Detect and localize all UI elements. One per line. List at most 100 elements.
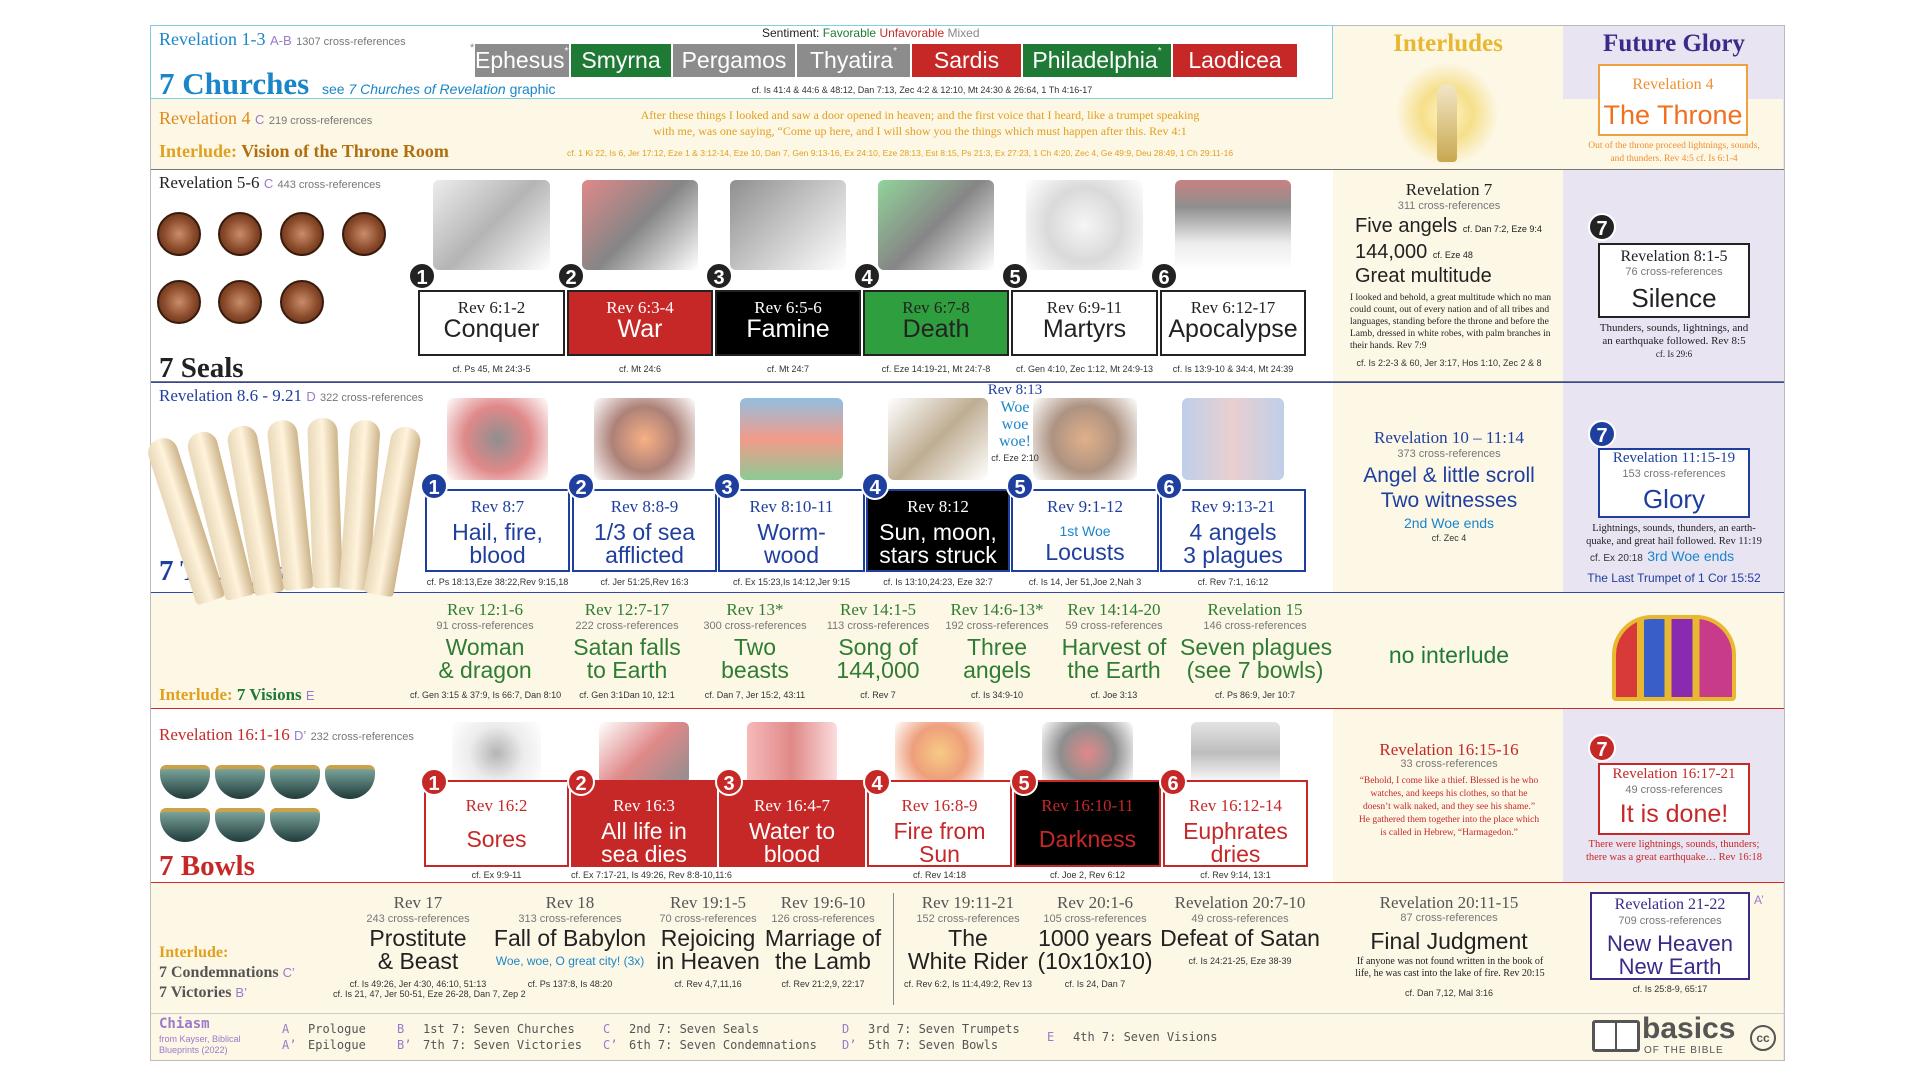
chiasm-entry-c-0: C 2nd 7: Seven Seals <box>603 1022 759 1036</box>
church-chip-pergamos[interactable]: Pergamos <box>673 44 795 77</box>
chiasm-value: 4th 7: Seven Visions <box>1073 1030 1218 1044</box>
trumpet-cf: cf. Is 13:10,24:23, Eze 32:7 <box>883 577 993 587</box>
seal-number-2: 2 <box>557 262 585 290</box>
condemn-cf: cf. Rev 21:2,9, 22:17 <box>781 979 865 989</box>
trumpet-title-line2: blood <box>469 542 526 568</box>
church-chip-philadelphia[interactable]: Philadelphia* <box>1023 44 1171 77</box>
condemn-ref: Rev 18 <box>545 893 595 912</box>
churches-see: see 7 Churches of Revelation graphic <box>322 81 556 97</box>
done-number: 7 <box>1588 734 1616 762</box>
trumpet-illustration-4 <box>888 398 988 480</box>
glory-number: 7 <box>1588 420 1616 448</box>
throne-room-cf: cf. 1 Ki 22, Is 6, Jer 17:12, Eze 1 & 3:… <box>566 148 1234 158</box>
trumpet-title-line1: Hail, fire, <box>452 519 543 545</box>
cc-license-icon: cc <box>1750 1025 1776 1051</box>
judgment-cf: cf. Dan 7,12, Mal 3:16 <box>1404 988 1494 998</box>
silence-number: 7 <box>1588 213 1616 241</box>
trumpet-cf: cf. Rev 7:1, 16:12 <box>1197 577 1269 587</box>
throne-room-ref: Revelation 4 C 219 cross-references <box>159 108 373 128</box>
condemn-ref: Revelation 20:7-10 <box>1174 893 1306 912</box>
seal-card-1: Rev 6:1-2 Conquer <box>418 290 565 356</box>
churches-link[interactable]: 7 Churches of Revelation <box>348 81 506 97</box>
vision-item-3: Rev 13* 300 cross-references Two beasts cf. … <box>680 600 830 700</box>
bowl-title-line2: sea dies <box>601 841 687 867</box>
church-name: Thyatira <box>810 47 894 73</box>
chiasm-value: 3rd 7: Seven Trumpets <box>868 1022 1020 1036</box>
judgment-quote: If anyone was not found written in the b… <box>1355 956 1545 979</box>
silence-card <box>1598 243 1750 318</box>
trumpet-illustration-1 <box>447 398 548 480</box>
condemn-cf: cf. Ps 137:8, Is 48:20 <box>527 979 613 989</box>
rev10-witnesses: Two witnesses <box>1380 489 1518 512</box>
vision-ref: Rev 14:14-20 <box>1067 600 1161 619</box>
bowl-title-line2: Sun <box>919 841 960 867</box>
condemn-label: Interlude: 7 Condemnations C’ 7 Victorie… <box>159 944 295 1001</box>
trumpet-card-5: Rev 9:1-12 1st Woe Locusts <box>1011 489 1159 572</box>
vision-ref: Rev 12:7-17 <box>584 600 670 619</box>
trumpet-number-5: 5 <box>1006 472 1034 500</box>
church-name: Ephesus <box>475 47 565 73</box>
seal-title: War <box>617 315 663 343</box>
seal-coin-icon <box>157 280 201 324</box>
seals-ref: Revelation 5-6 C 443 cross-references <box>159 173 381 192</box>
seal-card-6: Rev 6:12-17 Apocalypse <box>1160 290 1306 356</box>
bowl-ref: Rev 16:12-14 <box>1188 796 1283 815</box>
trumpet-ref: Rev 9:13-21 <box>1190 497 1276 516</box>
vision-cf: cf. Ps 86:9, Jer 10:7 <box>1214 690 1296 700</box>
bowl-title-line2: dries <box>1210 841 1261 867</box>
future-glory-header: Future Glory <box>1603 30 1745 57</box>
vision-title-line1: Three <box>966 634 1028 660</box>
church-chip-laodicea[interactable]: Laodicea <box>1173 44 1297 77</box>
chiasm-key: D’ <box>842 1038 857 1052</box>
trumpet-ref: Rev 8:8-9 <box>610 497 679 516</box>
chiasm-value: 2nd 7: Seven Seals <box>629 1022 760 1036</box>
vision-title-line2: beasts <box>721 657 789 683</box>
bowl-title-line1: Euphrates <box>1183 818 1288 844</box>
seal-ref: Rev 6:3-4 <box>606 298 674 317</box>
condemn-item-5: Rev 19:11-21 152 cross-references The White… <box>883 893 1053 989</box>
vision-ref: Rev 13* <box>726 600 784 619</box>
logo-subtext: OF THE BIBLE <box>1644 1045 1724 1056</box>
church-chip-smyrna[interactable]: Smyrna <box>571 44 671 77</box>
condemn-cf: cf. Is 49:26, Jer 4:30, 46:10, 51:13 <box>349 979 487 989</box>
bowl-card-6: Rev 16:12-14 Euphrates dries <box>1163 780 1308 867</box>
bowl-title-line2: Sores <box>466 826 527 852</box>
condemn-title-line2: Woe, woe, O great city! (3x) <box>495 954 645 968</box>
newearth-ref: Revelation 21-22 <box>1614 896 1726 913</box>
trumpet-card-6: Rev 9:13-21 4 angels 3 plagues <box>1160 489 1306 572</box>
trumpet-title-line2: Locusts <box>1045 539 1125 565</box>
vision-title-line1: Woman <box>445 634 525 660</box>
trumpet-title-line1: 4 angels <box>1189 519 1277 545</box>
condemn-title-line2: White Rider <box>907 948 1029 974</box>
trumpet-illustration-2 <box>594 398 695 480</box>
condemn-ref: Rev 17 <box>393 893 443 912</box>
seal-coin-icon <box>218 280 262 324</box>
bowl-card-3: Rev 16:4-7 Water to blood <box>719 780 865 867</box>
trumpet-title-line2: 3 plagues <box>1183 542 1283 568</box>
judgment-ref: Revelation 20:11-15 <box>1379 893 1519 912</box>
vision-title-line1: Harvest of <box>1061 634 1167 660</box>
condemn-title-line1: Prostitute <box>369 925 467 951</box>
rev7-multitude: Great multitude <box>1355 265 1492 287</box>
trumpet-title-line1: Sun, moon, <box>879 519 997 545</box>
rev10-woe: 2nd Woe ends <box>1403 515 1495 531</box>
church-chip-sardis[interactable]: Sardis <box>912 44 1021 77</box>
condemn-xref: 313 cross-references <box>518 913 622 925</box>
seal-coin-icon <box>157 212 201 256</box>
throne-title: The Throne <box>1603 100 1743 130</box>
bowl-cf: cf. Joe 2, Rev 6:12 <box>1049 870 1126 880</box>
vision-title-line1: Seven plagues <box>1180 634 1333 660</box>
church-chip-thyatira[interactable]: Thyatira* <box>797 44 910 77</box>
bowl-illustration-1 <box>452 722 541 784</box>
rev7-ref: Revelation 7 <box>1405 180 1493 199</box>
rev10-xref: 373 cross-references <box>1397 448 1501 460</box>
chiasm-entry-a-1: A’ Epilogue <box>282 1038 366 1052</box>
vision-item-1: Rev 12:1-6 91 cross-references Woman & drag… <box>410 600 561 700</box>
vision-title-line2: angels <box>963 657 1031 683</box>
church-chip-ephesus[interactable]: Ephesus** <box>475 44 569 77</box>
condemn-ref: Rev 19:11-21 <box>921 893 1015 912</box>
trumpet-title-line2: wood <box>764 542 819 568</box>
glory-card <box>1598 448 1750 518</box>
chiasm-source: from Kayser, Biblical Blueprints (2022) <box>159 1034 241 1055</box>
trumpet-cf: cf. Ex 15:23,Is 14:12,Jer 9:15 <box>732 577 851 587</box>
